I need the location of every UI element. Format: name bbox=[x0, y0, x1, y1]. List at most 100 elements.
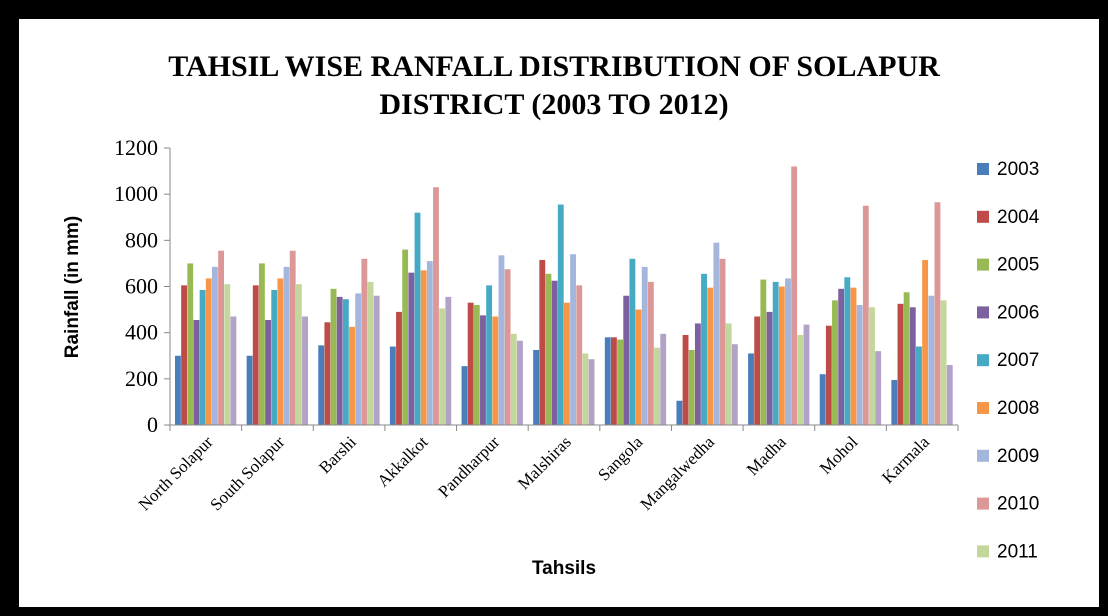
bar bbox=[492, 316, 499, 425]
bar bbox=[283, 266, 290, 425]
legend: 2003 2004 2005 2006 2007 2008 2009 2010 2011 bbox=[977, 159, 1040, 562]
bar bbox=[928, 295, 935, 425]
bar bbox=[725, 323, 732, 425]
bar bbox=[654, 347, 660, 425]
bar bbox=[461, 366, 468, 425]
bar bbox=[760, 279, 767, 425]
legend-swatch bbox=[977, 163, 989, 175]
bar bbox=[610, 337, 617, 425]
bar bbox=[373, 295, 380, 425]
x-category-label: Mangalwedha bbox=[637, 432, 719, 514]
bar bbox=[862, 205, 869, 425]
x-category-label: Karmala bbox=[878, 432, 933, 487]
bar bbox=[218, 250, 225, 425]
bar bbox=[791, 166, 798, 425]
bar bbox=[473, 304, 480, 425]
legend-label: 2007 bbox=[997, 350, 1039, 371]
legend-label: 2004 bbox=[997, 207, 1040, 228]
bar bbox=[330, 288, 337, 425]
bar bbox=[731, 344, 738, 425]
bar bbox=[504, 269, 511, 425]
bar bbox=[629, 258, 636, 425]
legend-label: 2010 bbox=[997, 494, 1039, 515]
bar bbox=[175, 355, 181, 425]
bar bbox=[545, 273, 552, 425]
bar bbox=[510, 333, 517, 425]
legend-label: 2008 bbox=[997, 398, 1039, 419]
bar bbox=[570, 254, 577, 425]
legend-swatch bbox=[977, 402, 989, 414]
bar bbox=[342, 299, 349, 425]
bar bbox=[533, 349, 540, 425]
bar bbox=[408, 272, 415, 425]
bar bbox=[498, 255, 505, 425]
bar bbox=[224, 284, 231, 425]
bar bbox=[772, 281, 779, 425]
bar bbox=[754, 316, 761, 425]
bar bbox=[396, 311, 402, 425]
bar bbox=[778, 286, 785, 425]
bar bbox=[564, 302, 570, 425]
x-category-label: North Solapur bbox=[135, 432, 217, 514]
bar bbox=[193, 319, 200, 425]
bar bbox=[467, 302, 474, 425]
bar bbox=[922, 259, 929, 425]
legend-label: 2011 bbox=[997, 541, 1038, 562]
bar bbox=[551, 280, 558, 425]
bar bbox=[856, 304, 863, 425]
axes bbox=[169, 148, 959, 431]
x-category-label: Barshi bbox=[315, 432, 360, 477]
bar bbox=[635, 309, 642, 425]
bar bbox=[199, 289, 206, 425]
y-axis-ticks: 0 200 400 600 800 1000 1200 bbox=[114, 135, 170, 437]
bar bbox=[420, 270, 427, 425]
bar bbox=[302, 316, 308, 425]
y-tick-label: 400 bbox=[125, 320, 158, 345]
bar bbox=[682, 334, 689, 425]
bar bbox=[187, 263, 194, 425]
bar bbox=[486, 285, 493, 425]
bar bbox=[271, 289, 278, 425]
bar bbox=[875, 351, 882, 425]
bar bbox=[557, 204, 564, 425]
bar bbox=[439, 308, 446, 425]
bar bbox=[265, 319, 271, 425]
bar bbox=[295, 284, 302, 425]
bar bbox=[402, 249, 409, 425]
bar bbox=[318, 345, 325, 425]
x-category-label: Akkalkot bbox=[373, 432, 431, 490]
y-tick-label: 0 bbox=[147, 412, 158, 437]
bar bbox=[230, 316, 237, 425]
bar bbox=[258, 263, 265, 425]
bar bbox=[688, 349, 695, 425]
bar bbox=[289, 250, 296, 425]
bar bbox=[694, 323, 701, 425]
x-category-label: Madha bbox=[743, 432, 790, 479]
bars bbox=[175, 166, 953, 425]
bar bbox=[766, 311, 773, 425]
legend-label: 2003 bbox=[997, 159, 1039, 180]
bar bbox=[701, 273, 707, 425]
legend-swatch bbox=[977, 354, 989, 367]
bar bbox=[748, 353, 754, 425]
x-category-label: Pandharpur bbox=[434, 432, 503, 501]
bar bbox=[433, 187, 439, 425]
bar bbox=[869, 307, 875, 425]
x-axis-label: Tahsils bbox=[532, 558, 596, 579]
bar bbox=[719, 258, 726, 425]
bar bbox=[850, 287, 857, 425]
legend-label: 2009 bbox=[997, 446, 1039, 467]
bar bbox=[252, 285, 259, 425]
bar bbox=[582, 353, 589, 425]
bar bbox=[819, 374, 826, 425]
bar bbox=[205, 278, 212, 425]
legend-swatch bbox=[977, 210, 989, 223]
y-tick-label: 600 bbox=[125, 274, 158, 299]
bar bbox=[211, 266, 218, 425]
bar bbox=[838, 288, 845, 425]
x-category-label: Malshiras bbox=[514, 432, 575, 493]
bar bbox=[336, 296, 343, 425]
bar bbox=[903, 292, 910, 425]
bar bbox=[576, 285, 583, 425]
